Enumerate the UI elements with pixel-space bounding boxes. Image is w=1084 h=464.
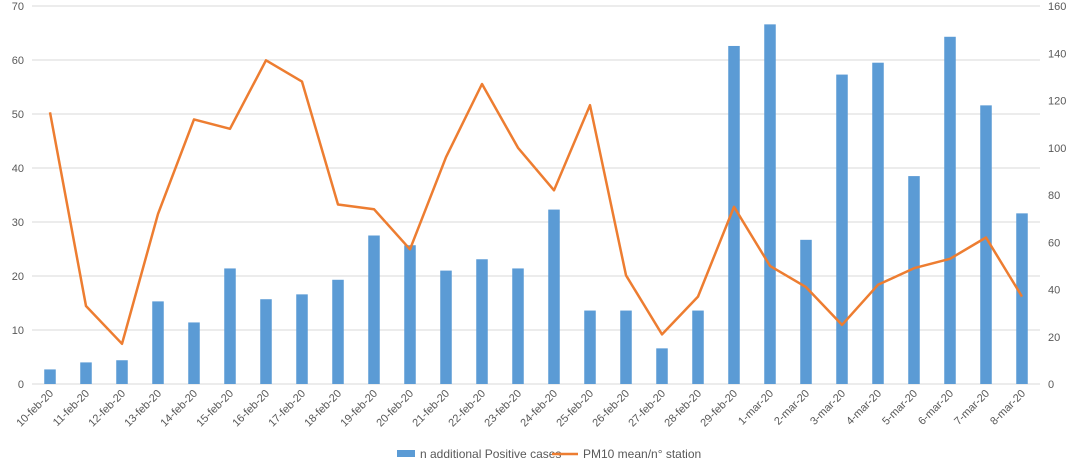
bar: [152, 301, 164, 384]
bar: [872, 62, 884, 384]
x-tick-label: 5-mar-20: [880, 388, 920, 428]
bar: [656, 348, 668, 384]
x-tick-label: 21-feb-20: [410, 388, 452, 430]
x-tick-label: 3-mar-20: [808, 388, 848, 428]
bar: [44, 369, 56, 384]
bar: [116, 360, 128, 384]
x-tick-label: 12-feb-20: [86, 388, 128, 430]
bar: [404, 245, 416, 384]
right-axis-ticks: 0 20 40 60 80 100 120 140 160: [1048, 1, 1066, 391]
pm10-line: [48, 59, 1024, 346]
bar: [80, 362, 92, 384]
bar: [764, 24, 776, 385]
bar: [332, 279, 344, 384]
legend-line-label: PM10 mean/n° station: [583, 447, 701, 461]
x-tick-label: 18-feb-20: [302, 388, 344, 430]
bar: [260, 299, 272, 384]
bar: [548, 209, 560, 384]
x-tick-label: 13-feb-20: [122, 388, 164, 430]
bar-series: [44, 24, 1028, 385]
bar: [188, 322, 200, 384]
left-tick-label: 70: [12, 1, 24, 13]
left-tick-label: 0: [18, 379, 24, 391]
right-tick-label: 160: [1048, 1, 1066, 13]
bar: [1016, 213, 1028, 384]
x-tick-label: 1-mar-20: [736, 388, 776, 428]
right-tick-label: 20: [1048, 332, 1060, 344]
x-tick-label: 14-feb-20: [158, 388, 200, 430]
x-tick-label: 27-feb-20: [626, 388, 668, 430]
x-tick-label: 20-feb-20: [374, 388, 416, 430]
left-tick-label: 40: [12, 163, 24, 175]
x-tick-label: 2-mar-20: [772, 388, 812, 428]
bar: [620, 310, 632, 384]
x-tick-label: 16-feb-20: [230, 388, 272, 430]
right-tick-label: 100: [1048, 143, 1066, 155]
x-tick-label: 23-feb-20: [482, 388, 524, 430]
bar: [368, 235, 380, 384]
bar: [908, 176, 920, 384]
x-tick-label: 6-mar-20: [916, 388, 956, 428]
legend: n additional Positive cases PM10 mean/n°…: [397, 447, 701, 461]
bar: [728, 45, 740, 385]
bar: [836, 74, 848, 384]
x-axis-ticks: 10-feb-2011-feb-2012-feb-2013-feb-2014-f…: [14, 388, 1028, 430]
x-tick-label: 8-mar-20: [988, 388, 1028, 428]
bar: [692, 310, 704, 384]
x-tick-label: 19-feb-20: [338, 388, 380, 430]
left-tick-label: 10: [12, 325, 24, 337]
bar: [512, 268, 524, 384]
legend-bar-label: n additional Positive cases: [420, 447, 561, 461]
bar: [440, 270, 452, 384]
left-axis-ticks: 0 10 20 30 40 50 60 70: [12, 1, 24, 391]
bar: [944, 36, 956, 384]
bar: [800, 239, 812, 384]
x-tick-label: 24-feb-20: [518, 388, 560, 430]
x-tick-label: 10-feb-20: [14, 388, 56, 430]
right-tick-label: 120: [1048, 96, 1066, 108]
left-tick-label: 20: [12, 271, 24, 283]
bar: [476, 259, 488, 384]
x-tick-label: 28-feb-20: [662, 388, 704, 430]
right-tick-label: 0: [1048, 379, 1054, 391]
x-tick-label: 29-feb-20: [698, 388, 740, 430]
x-tick-label: 26-feb-20: [590, 388, 632, 430]
right-tick-label: 60: [1048, 237, 1060, 249]
x-tick-label: 25-feb-20: [554, 388, 596, 430]
left-tick-label: 60: [12, 55, 24, 67]
bar: [980, 105, 992, 385]
x-tick-label: 17-feb-20: [266, 388, 308, 430]
right-tick-label: 80: [1048, 190, 1060, 202]
gridlines: [32, 5, 1040, 331]
left-tick-label: 30: [12, 217, 24, 229]
x-tick-label: 22-feb-20: [446, 388, 488, 430]
x-tick-label: 7-mar-20: [952, 388, 992, 428]
left-tick-label: 50: [12, 109, 24, 121]
x-tick-label: 4-mar-20: [844, 388, 884, 428]
right-tick-label: 40: [1048, 285, 1060, 297]
x-tick-label: 15-feb-20: [194, 388, 236, 430]
bar: [584, 310, 596, 384]
right-tick-label: 140: [1048, 48, 1066, 60]
bar: [224, 268, 236, 384]
bar: [296, 294, 308, 384]
x-tick-label: 11-feb-20: [51, 388, 92, 429]
legend-bar-swatch: [397, 450, 415, 457]
